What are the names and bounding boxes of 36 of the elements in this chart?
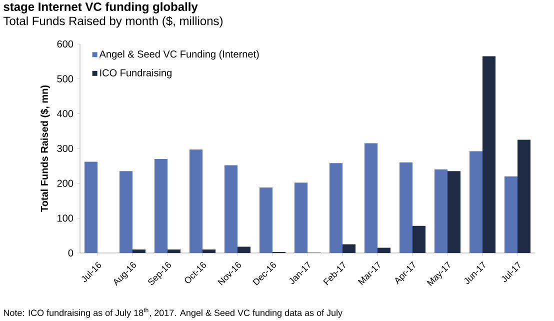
chart-title: stage Internet VC funding globally [4, 2, 198, 14]
bar [482, 56, 496, 253]
bar [132, 250, 146, 253]
y-tick-label: 600 [57, 40, 74, 48]
bar [120, 171, 133, 253]
bar [294, 182, 308, 253]
bar [434, 169, 448, 253]
legend-label: Angel & Seed VC Funding (Internet) [99, 50, 259, 60]
bar [342, 244, 356, 253]
y-tick-label: 200 [57, 180, 74, 187]
chart-subtitle: Total Funds Raised by month ($, millions) [3, 16, 223, 28]
bar [400, 162, 412, 253]
bar [364, 143, 378, 253]
bar [330, 163, 342, 253]
bar [517, 140, 530, 253]
bar [447, 171, 460, 253]
bar [504, 176, 518, 253]
bar [154, 158, 168, 253]
y-tick-label: 500 [57, 75, 74, 82]
y-tick-label: 0 [68, 249, 74, 257]
y-axis-title: Total Funds Raised ($, mn) [40, 85, 50, 212]
bar [224, 165, 238, 253]
y-tick-label: 100 [58, 214, 74, 222]
y-tick-label: 400 [57, 110, 74, 118]
y-tick-label: 300 [57, 144, 74, 152]
legend-label: ICO Fundraising [100, 69, 172, 78]
bar [84, 162, 98, 253]
bar [238, 246, 251, 253]
bar [469, 151, 482, 253]
text: Note: ICO fundraising as of July 18$^{th}$, 2017. Angel & Seed VC funding data as of July [4, 308, 343, 318]
bar [190, 150, 203, 253]
bar [260, 188, 273, 253]
bar [202, 250, 216, 253]
bar [378, 248, 390, 253]
bar [412, 226, 426, 253]
bar [168, 250, 181, 253]
